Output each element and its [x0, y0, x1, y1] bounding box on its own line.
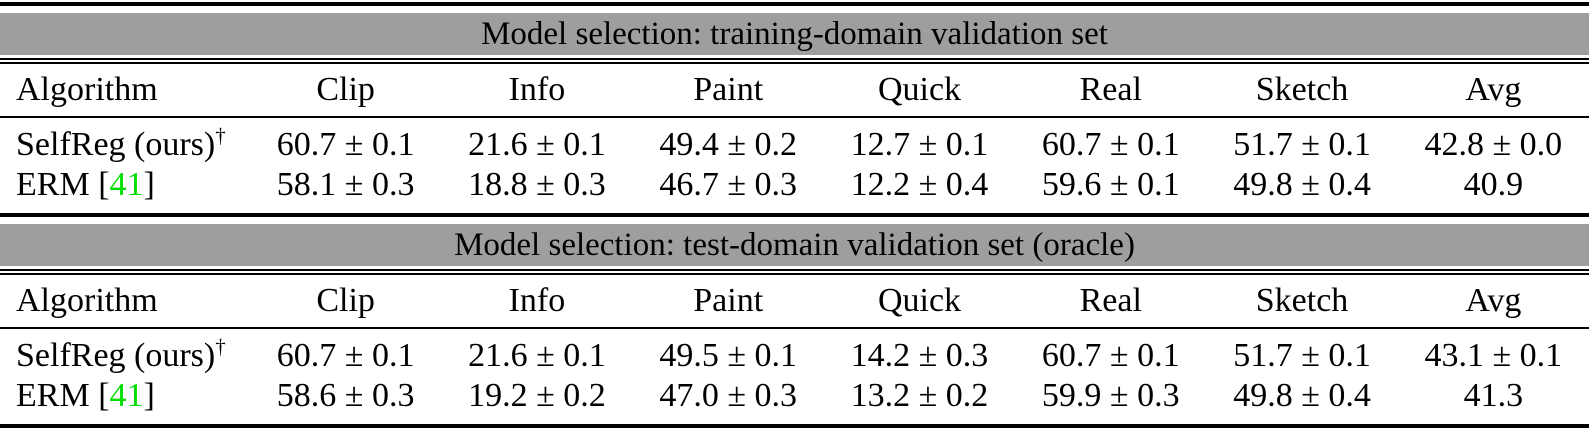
citation-bracket-open: [: [89, 166, 110, 203]
col-header-algorithm: Algorithm: [0, 64, 250, 118]
value-cell: 47.0 ± 0.3: [659, 377, 798, 414]
value-cell: 19.2 ± 0.2: [468, 377, 606, 414]
citation-link[interactable]: 41: [109, 377, 144, 414]
col-header-info: Info: [441, 64, 633, 118]
value-cell: 13.2 ± 0.2: [850, 377, 989, 414]
section-title: Model selection: test-domain validation …: [454, 227, 1135, 263]
algorithm-cell: ERM [41]: [0, 165, 250, 205]
value-cell: 60.7 ± 0.1: [1041, 126, 1180, 163]
value-cell: 51.7 ± 0.1: [1233, 337, 1371, 374]
value-cell: 49.5 ± 0.1: [659, 337, 798, 374]
bottom-rule: [0, 424, 1589, 428]
double-rule: [0, 58, 1589, 64]
results-table: Algorithm Clip Info Paint Quick Real Ske…: [0, 275, 1589, 416]
col-header-clip: Clip: [250, 275, 442, 329]
header-row: Algorithm Clip Info Paint Quick Real Ske…: [0, 275, 1589, 329]
citation-link[interactable]: 41: [109, 166, 144, 203]
col-header-algorithm: Algorithm: [0, 275, 250, 329]
col-header-avg: Avg: [1397, 64, 1589, 118]
value-cell: 60.7 ± 0.1: [276, 337, 415, 374]
value-cell: 43.1 ± 0.1: [1424, 337, 1563, 374]
col-header-info: Info: [441, 275, 633, 329]
col-header-paint: Paint: [632, 64, 824, 118]
value-cell: 41.3: [1463, 377, 1524, 414]
algorithm-name: SelfReg (ours): [16, 126, 216, 163]
col-header-sketch: Sketch: [1206, 275, 1398, 329]
value-cell: 21.6 ± 0.1: [468, 337, 606, 374]
value-cell: 46.7 ± 0.3: [659, 166, 798, 203]
value-cell: 60.7 ± 0.1: [1041, 337, 1180, 374]
value-cell: 49.8 ± 0.4: [1233, 166, 1371, 203]
table-row-erm: ERM [41] 58.1 ± 0.3 18.8 ± 0.3 46.7 ± 0.…: [0, 165, 1589, 205]
header-row: Algorithm Clip Info Paint Quick Real Ske…: [0, 64, 1589, 118]
col-header-quick: Quick: [823, 275, 1016, 329]
value-cell: 14.2 ± 0.3: [850, 337, 989, 374]
value-cell: 21.6 ± 0.1: [468, 126, 606, 163]
double-rule: [0, 269, 1589, 275]
algorithm-cell: ERM [41]: [0, 376, 250, 416]
col-header-avg: Avg: [1397, 275, 1589, 329]
table-row-erm: ERM [41] 58.6 ± 0.3 19.2 ± 0.2 47.0 ± 0.…: [0, 376, 1589, 416]
value-cell: 40.9: [1463, 166, 1524, 203]
citation-bracket-close: ]: [143, 166, 155, 203]
col-header-quick: Quick: [823, 64, 1016, 118]
results-table: Algorithm Clip Info Paint Quick Real Ske…: [0, 64, 1589, 205]
algorithm-name: ERM: [16, 377, 90, 414]
section-test-domain-oracle: Model selection: test-domain validation …: [0, 213, 1589, 428]
value-cell: 49.4 ± 0.2: [659, 126, 798, 163]
algorithm-name: ERM: [16, 166, 90, 203]
algorithm-cell: SelfReg (ours)†: [0, 117, 250, 165]
dagger-superscript: †: [215, 123, 226, 148]
section-training-domain: Model selection: training-domain validat…: [0, 2, 1589, 205]
section-title: Model selection: training-domain validat…: [481, 16, 1108, 52]
col-header-clip: Clip: [250, 64, 442, 118]
section-title-bar: Model selection: training-domain validat…: [0, 13, 1589, 55]
table-row-selfreg: SelfReg (ours)† 60.7 ± 0.1 21.6 ± 0.1 49…: [0, 117, 1589, 165]
algorithm-name: SelfReg (ours): [16, 337, 216, 374]
section-title-bar: Model selection: test-domain validation …: [0, 224, 1589, 266]
value-cell: 60.7 ± 0.1: [276, 126, 415, 163]
col-header-real: Real: [1015, 64, 1207, 118]
table-row-selfreg: SelfReg (ours)† 60.7 ± 0.1 21.6 ± 0.1 49…: [0, 328, 1589, 376]
col-header-real: Real: [1015, 275, 1207, 329]
value-cell: 59.9 ± 0.3: [1041, 377, 1180, 414]
value-cell: 51.7 ± 0.1: [1233, 126, 1371, 163]
value-cell: 59.6 ± 0.1: [1041, 166, 1180, 203]
col-header-paint: Paint: [632, 275, 824, 329]
dagger-superscript: †: [215, 334, 226, 359]
value-cell: 12.2 ± 0.4: [850, 166, 989, 203]
mid-rule: [0, 213, 1589, 217]
top-rule: [0, 2, 1589, 6]
value-cell: 12.7 ± 0.1: [850, 126, 989, 163]
algorithm-cell: SelfReg (ours)†: [0, 328, 250, 376]
citation-bracket-close: ]: [143, 377, 155, 414]
value-cell: 42.8 ± 0.0: [1424, 126, 1563, 163]
value-cell: 18.8 ± 0.3: [468, 166, 606, 203]
value-cell: 49.8 ± 0.4: [1233, 377, 1371, 414]
value-cell: 58.6 ± 0.3: [276, 377, 415, 414]
value-cell: 58.1 ± 0.3: [276, 166, 415, 203]
citation-bracket-open: [: [89, 377, 110, 414]
col-header-sketch: Sketch: [1206, 64, 1398, 118]
